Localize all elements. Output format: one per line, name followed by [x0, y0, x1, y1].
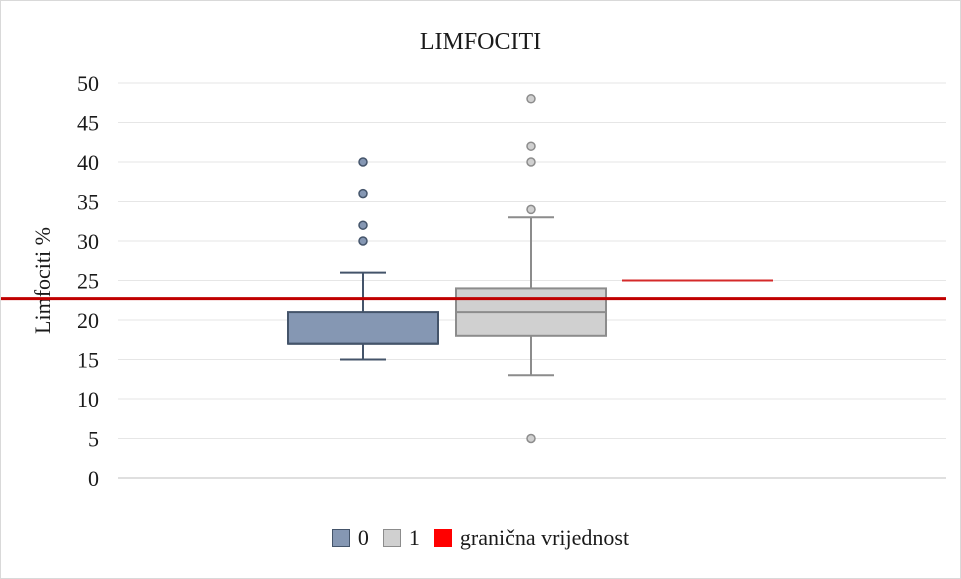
outlier-point-1	[526, 433, 536, 444]
box-0	[287, 311, 439, 345]
y-tick-label: 0	[88, 466, 99, 491]
y-tick-label: 40	[77, 150, 99, 175]
legend-item-0: 0	[331, 525, 369, 551]
legend-label-0: 0	[357, 525, 369, 550]
y-axis-label: Limfociti %	[30, 227, 55, 334]
y-tick-label: 30	[77, 229, 99, 254]
legend-label-1: 1	[408, 525, 420, 550]
outlier-point-1	[526, 141, 536, 151]
legend-item-threshold: granična vrijednost	[433, 525, 630, 551]
legend-label-threshold: granična vrijednost	[459, 525, 630, 550]
y-tick-label: 10	[77, 387, 99, 412]
chart-title: LIMFOCITI	[419, 29, 542, 55]
outlier-point-0	[358, 188, 368, 199]
outlier-point-0	[358, 236, 368, 246]
y-tick-label: 20	[77, 308, 99, 333]
y-tick-label: 45	[77, 111, 99, 136]
chart-legend: 0 1 granična vrijednost	[1, 525, 960, 551]
y-tick-label: 15	[77, 348, 99, 373]
y-tick-label: 25	[77, 269, 99, 294]
outlier-point-0	[358, 157, 368, 167]
y-tick-label: 35	[77, 190, 99, 215]
y-tick-label: 50	[77, 71, 99, 96]
legend-swatch-0	[331, 529, 350, 547]
legend-item-1: 1	[382, 525, 420, 551]
outlier-point-1	[526, 157, 536, 167]
outlier-point-1	[526, 94, 536, 104]
y-tick-label: 5	[88, 427, 99, 452]
outlier-point-0	[358, 220, 368, 230]
legend-swatch-threshold	[433, 529, 452, 547]
outlier-point-1	[526, 204, 536, 215]
legend-swatch-1	[382, 529, 401, 547]
